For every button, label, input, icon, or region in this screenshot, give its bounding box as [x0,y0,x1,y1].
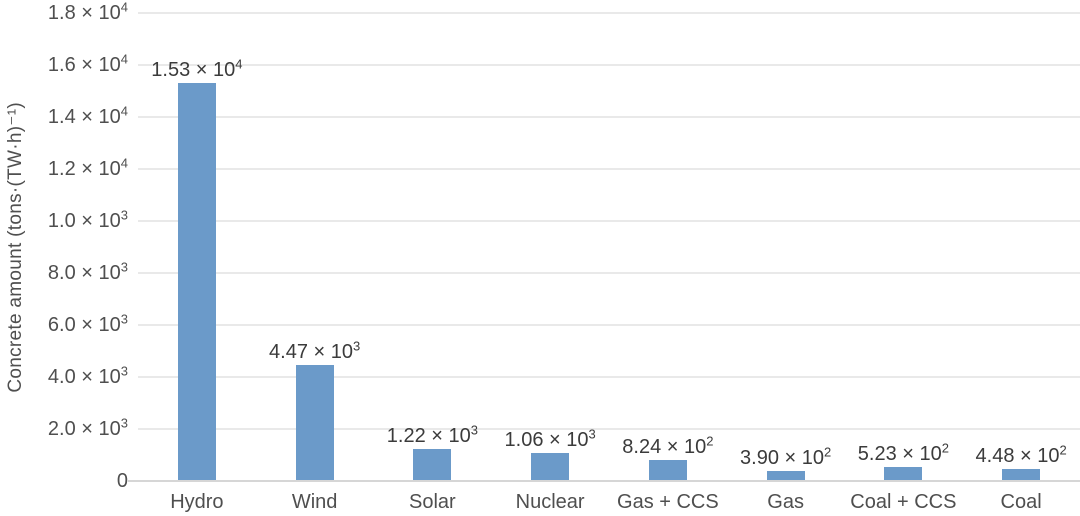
x-axis-line [128,480,1080,482]
bar-wind [295,364,334,481]
bar-value-exponent: 2 [1059,442,1067,458]
bar-value-mantissa: 1.53 × 10 [151,59,236,82]
y-axis-tick-label: 0 [117,471,128,491]
bar-value-label: 4.47 × 103 [269,339,360,363]
y-tick-mantissa: 1.0 × 10 [47,210,121,232]
y-gridline [138,64,1080,66]
x-axis-category-label: Hydro [170,491,224,513]
bar-value-exponent: 2 [706,432,714,448]
bar-value-mantissa: 4.47 × 10 [269,340,353,363]
bar-nuclear [531,453,570,481]
y-axis-tick-label: 4.0 × 103 [47,364,128,388]
bar-value-label: 4.48 × 102 [975,442,1067,468]
bar-value-mantissa: 4.48 × 10 [975,445,1060,468]
bar-value-label: 3.90 × 102 [740,445,831,469]
y-axis: 1.8 × 104 1.6 × 104 1.4 × 104 1.2 × 104 1.0 … [0,0,128,516]
y-tick-exponent: 3 [120,207,128,223]
bar-hydro [177,83,216,481]
bar-coal [1002,469,1041,481]
y-axis-tick-label: 2.0 × 103 [47,416,128,440]
y-tick-exponent: 4 [120,0,128,15]
bar-gas-ccs [648,459,687,481]
bar-gas [766,470,805,481]
bar-value-label: 1.53 × 104 [151,56,243,82]
y-tick-mantissa: 8.0 × 10 [47,262,121,284]
plot-area: 1.53 × 104 4.47 × 103 1.22 × 103 1.06 × 103… [138,12,1080,481]
bar-value-exponent: 2 [823,444,832,460]
y-tick-mantissa: 4.0 × 10 [47,366,121,388]
y-tick-exponent: 3 [120,363,128,379]
x-axis-category-label: Wind [291,491,338,513]
y-tick-mantissa: 1.4 × 10 [47,106,121,128]
bar-value-mantissa: 3.90 × 10 [740,446,824,469]
bar-value-mantissa: 1.22 × 10 [386,425,471,448]
y-gridline [138,12,1080,14]
y-axis-tick-label: 1.6 × 104 [47,52,128,76]
bar-value-exponent: 2 [941,440,949,456]
x-axis-category-label: Coal + CCS [850,491,957,513]
y-axis-tick-label: 1.8 × 104 [47,0,128,24]
x-axis-category-label: Gas + CCS [617,491,719,513]
bar-value-mantissa: 1.06 × 10 [504,429,589,452]
y-tick-exponent: 3 [120,311,128,327]
x-axis-category-label: Nuclear [515,491,585,513]
y-tick-mantissa: 6.0 × 10 [47,314,121,336]
bar-value-exponent: 3 [588,426,596,442]
y-tick-exponent: 4 [120,51,128,67]
y-axis-tick-label: 8.0 × 103 [47,260,128,284]
y-gridline [138,168,1080,170]
y-gridline [138,324,1080,326]
x-axis-category-label: Solar [409,491,456,513]
bar-value-label: 5.23 × 102 [857,440,949,466]
bar-value-label: 8.24 × 102 [622,434,713,458]
bar-value-mantissa: 5.23 × 10 [857,443,942,466]
y-axis-tick-label: 6.0 × 103 [47,312,128,336]
y-tick-mantissa: 2.0 × 10 [47,418,121,440]
y-gridline [138,376,1080,378]
y-tick-exponent: 4 [120,103,128,119]
y-tick-mantissa: 0 [116,470,128,492]
x-axis-category-row: Hydro Wind Solar Nuclear Gas + CCS Gas Coal + … [138,482,1080,516]
y-gridline [138,428,1080,430]
y-gridline [138,220,1080,222]
bar-value-label: 1.06 × 103 [504,426,596,452]
bar-value-exponent: 4 [235,56,243,72]
y-tick-exponent: 3 [120,415,128,431]
y-axis-tick-label: 1.0 × 103 [47,208,128,232]
y-axis-tick-label: 1.4 × 104 [47,104,128,128]
y-tick-mantissa: 1.2 × 10 [47,158,121,180]
x-axis-category-label: Gas [767,491,804,513]
bar-value-exponent: 3 [352,338,361,354]
y-tick-exponent: 3 [120,259,128,275]
x-axis-category-label: Coal [1000,491,1042,513]
bar-coal-ccs [884,467,923,481]
y-tick-mantissa: 1.6 × 10 [47,54,121,76]
y-tick-exponent: 4 [120,155,128,171]
bar-value-mantissa: 8.24 × 10 [622,435,707,458]
y-tick-mantissa: 1.8 × 10 [47,2,121,24]
y-gridline [138,116,1080,118]
y-axis-tick-label: 1.2 × 104 [47,156,128,180]
y-gridline [138,272,1080,274]
bar-value-label: 1.22 × 103 [386,422,478,448]
bar-value-exponent: 3 [470,422,478,438]
bar-solar [413,449,452,481]
